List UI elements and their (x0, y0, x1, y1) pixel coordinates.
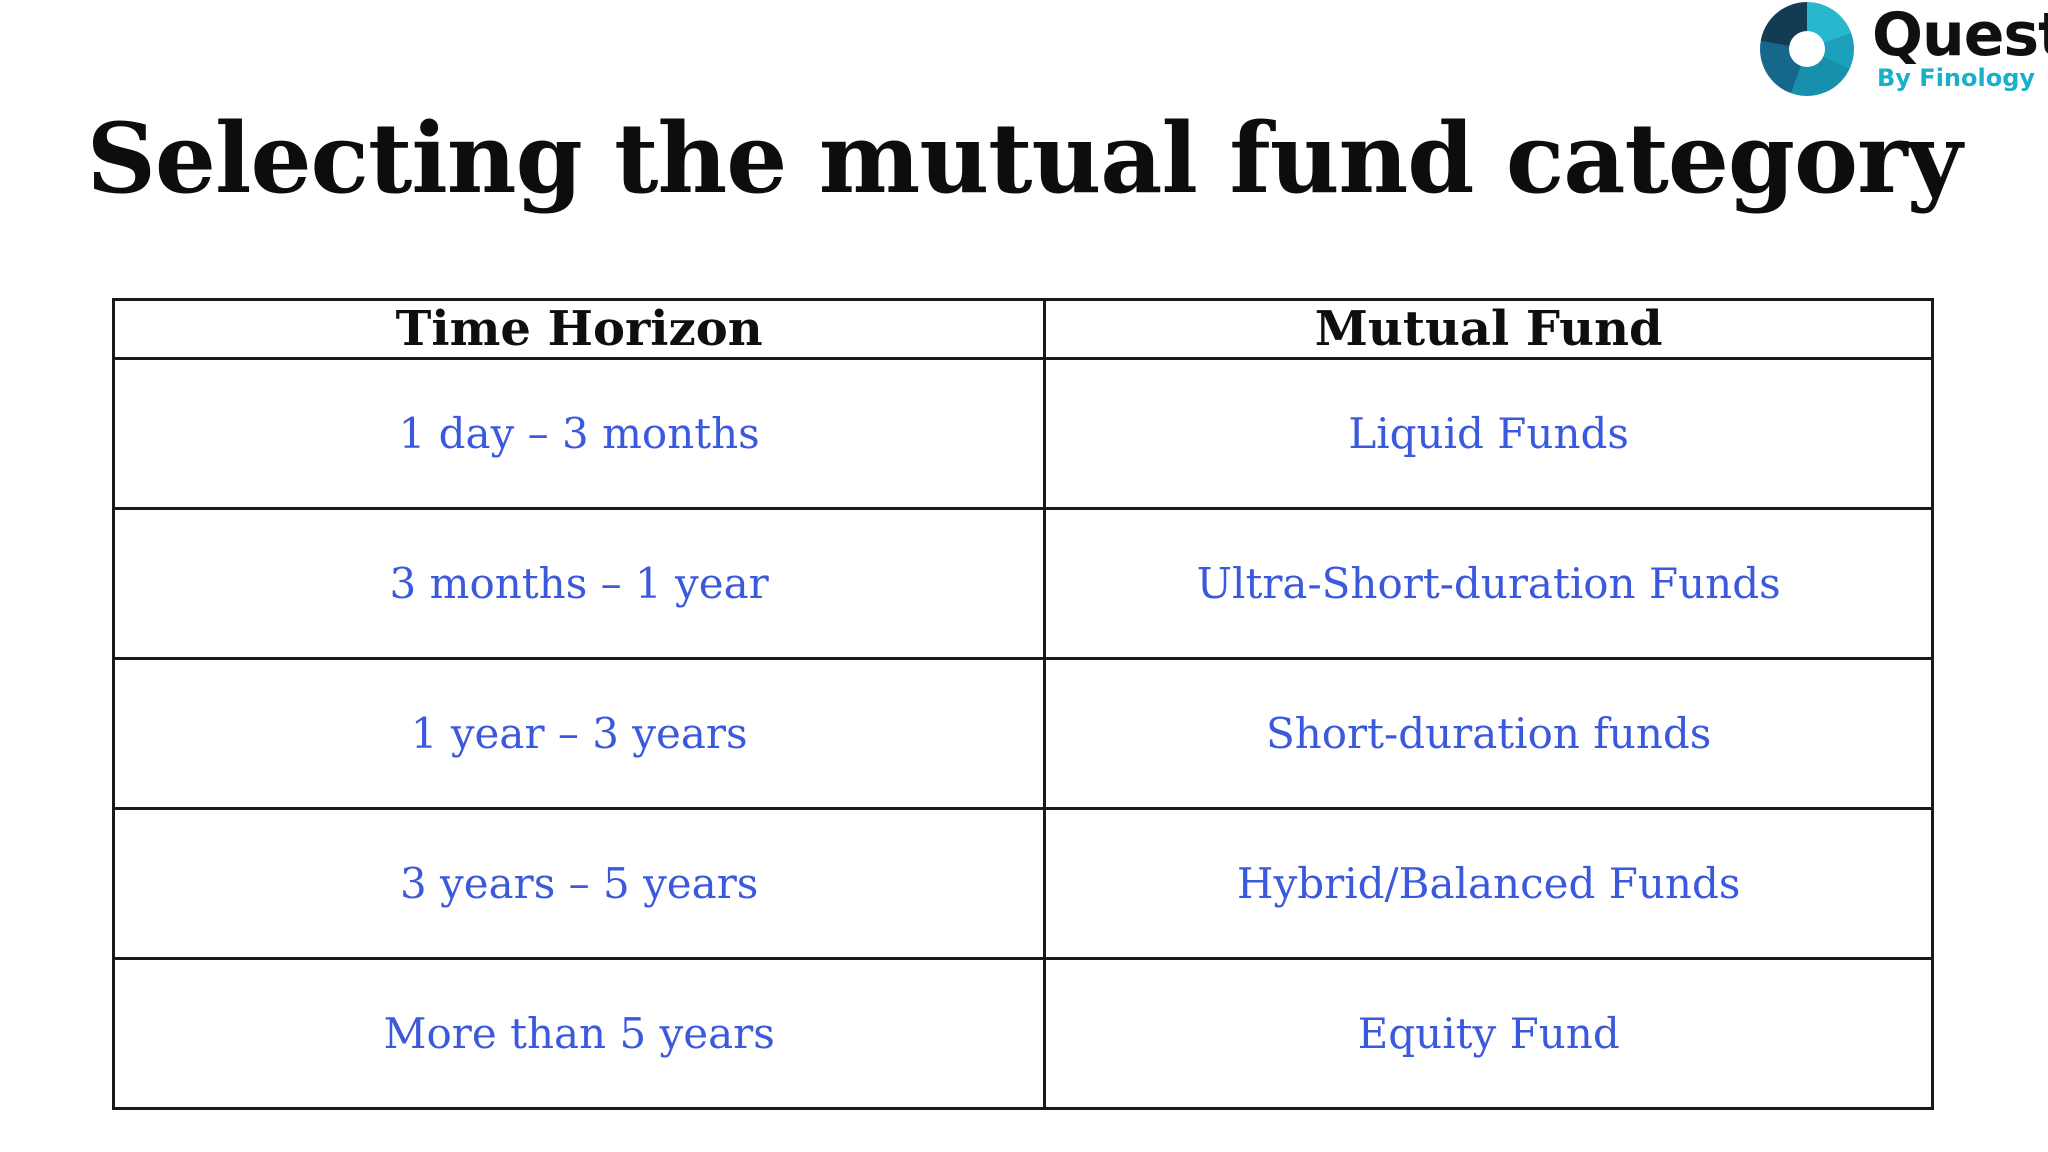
mutual-fund-cell: Hybrid/Balanced Funds (1043, 807, 1934, 960)
mutual-fund-cell: Liquid Funds (1043, 357, 1934, 510)
table-header-row: Time Horizon Mutual Fund (111, 298, 1934, 360)
table-row: More than 5 years Equity Fund (111, 957, 1934, 1110)
time-horizon-cell: 1 year – 3 years (111, 657, 1047, 810)
time-horizon-cell: 3 months – 1 year (111, 507, 1047, 660)
time-horizon-cell: More than 5 years (111, 957, 1047, 1110)
table-row: 1 year – 3 years Short-duration funds (111, 657, 1934, 810)
mutual-fund-cell: Short-duration funds (1043, 657, 1934, 810)
quest-donut-logo-icon (1760, 2, 1854, 96)
brand-logo: Quest By Finology (1758, 0, 2048, 100)
column-header-time-horizon: Time Horizon (111, 298, 1047, 360)
brand-tagline: By Finology (1877, 64, 2036, 92)
page-title: Selecting the mutual fund category (86, 102, 1963, 215)
table-row: 3 months – 1 year Ultra-Short-duration F… (111, 507, 1934, 660)
column-header-mutual-fund: Mutual Fund (1043, 298, 1934, 360)
mutual-fund-cell: Equity Fund (1043, 957, 1934, 1110)
time-horizon-cell: 3 years – 5 years (111, 807, 1047, 960)
table-row: 3 years – 5 years Hybrid/Balanced Funds (111, 807, 1934, 960)
mutual-fund-cell: Ultra-Short-duration Funds (1043, 507, 1934, 660)
time-horizon-cell: 1 day – 3 months (111, 357, 1047, 510)
table-row: 1 day – 3 months Liquid Funds (111, 357, 1934, 510)
fund-category-table: Time Horizon Mutual Fund 1 day – 3 month… (111, 298, 1934, 1110)
brand-name: Quest (1872, 0, 2048, 70)
